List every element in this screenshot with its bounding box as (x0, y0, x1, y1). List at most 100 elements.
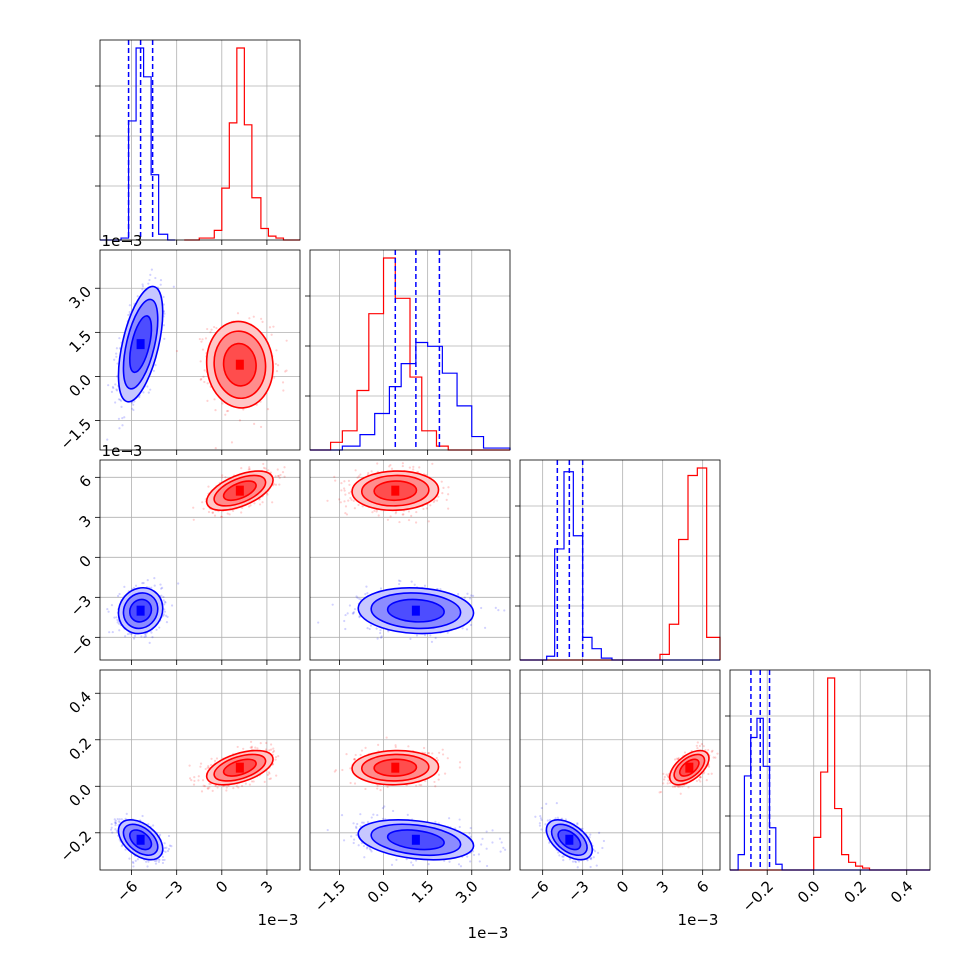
sample-point (153, 584, 156, 587)
sample-point (376, 637, 379, 640)
sample-point (206, 787, 209, 790)
sample-point (401, 464, 404, 468)
sample-point (215, 757, 219, 760)
sample-point (333, 475, 336, 478)
sample-point (155, 628, 158, 631)
sample-point (121, 416, 124, 420)
sample-point (230, 441, 234, 444)
sample-point (340, 489, 343, 492)
sample-point (107, 384, 110, 387)
sample-point (352, 611, 356, 614)
sample-point (259, 425, 263, 429)
sample-point (407, 518, 411, 522)
sample-point (276, 364, 280, 367)
sample-point (214, 409, 217, 412)
density-peak (235, 485, 244, 496)
sample-point (439, 588, 442, 591)
sample-point (356, 476, 359, 479)
density-peak (411, 605, 420, 616)
sample-point (429, 634, 432, 637)
sample-point (398, 520, 401, 524)
sample-point (350, 498, 353, 501)
sample-point (249, 746, 252, 749)
sample-point (248, 783, 251, 786)
sample-point (347, 479, 351, 483)
sample-point (497, 608, 500, 612)
sample-point (266, 408, 270, 411)
sample-point (267, 771, 271, 774)
sample-point (503, 609, 506, 612)
sample-point (203, 380, 206, 384)
sample-point (338, 498, 341, 501)
sample-point (469, 623, 473, 627)
sample-point (344, 613, 347, 617)
sample-point (277, 474, 280, 478)
sample-point (114, 383, 117, 386)
scatter-content (110, 740, 280, 868)
sample-point (275, 370, 279, 373)
sample-point (210, 757, 213, 760)
sample-point (262, 466, 266, 470)
sample-point (212, 325, 216, 329)
sample-point (162, 613, 165, 616)
sample-point (412, 465, 415, 468)
sample-point (248, 466, 251, 469)
sample-point (483, 626, 487, 629)
sample-point (117, 417, 121, 420)
sample-point (252, 315, 255, 318)
sample-point (387, 630, 390, 633)
sample-point (432, 500, 435, 504)
sample-point (410, 580, 413, 583)
sample-point (431, 462, 434, 465)
sample-point (118, 337, 121, 340)
sample-point (415, 510, 418, 514)
sample-point (216, 786, 219, 789)
histogram-red-3 (730, 677, 930, 871)
sample-point (369, 624, 373, 627)
sample-point (209, 763, 213, 767)
sample-point (357, 503, 360, 507)
sample-point (208, 786, 211, 789)
sample-point (447, 493, 450, 496)
sample-point (163, 610, 167, 613)
sample-point (334, 479, 337, 482)
panel-background (730, 670, 930, 870)
sample-point (120, 405, 123, 408)
sample-point (463, 596, 466, 599)
sample-point (410, 514, 413, 517)
sample-point (465, 628, 469, 631)
sample-point (141, 288, 144, 291)
sample-point (343, 480, 346, 483)
density-peak (136, 605, 145, 616)
sample-point (161, 586, 164, 589)
sample-point (370, 470, 373, 473)
sample-point (214, 784, 217, 788)
sample-point (353, 507, 356, 510)
sample-point (236, 312, 240, 315)
sample-point (119, 398, 122, 401)
sample-point (128, 310, 131, 314)
density-peak (136, 339, 145, 350)
sample-point (203, 369, 206, 372)
sample-point (121, 424, 124, 427)
sample-point (274, 475, 277, 478)
histogram-panel-3 (725, 670, 930, 871)
sample-point (390, 467, 394, 470)
sample-point (118, 592, 121, 596)
sample-point (348, 492, 351, 495)
sample-point (221, 474, 224, 477)
scatter-content (317, 462, 506, 643)
sample-point (149, 273, 152, 276)
sample-point (113, 358, 116, 361)
histogram-blue-0 (100, 47, 176, 241)
sample-point (242, 408, 245, 411)
sample-point (115, 352, 118, 355)
sample-point (200, 340, 203, 343)
sample-point (375, 627, 378, 630)
sample-point (270, 748, 273, 751)
sample-point (237, 786, 240, 789)
sample-point (211, 511, 215, 514)
sample-point (285, 339, 288, 342)
sample-point (247, 468, 250, 471)
sample-point (252, 780, 255, 783)
